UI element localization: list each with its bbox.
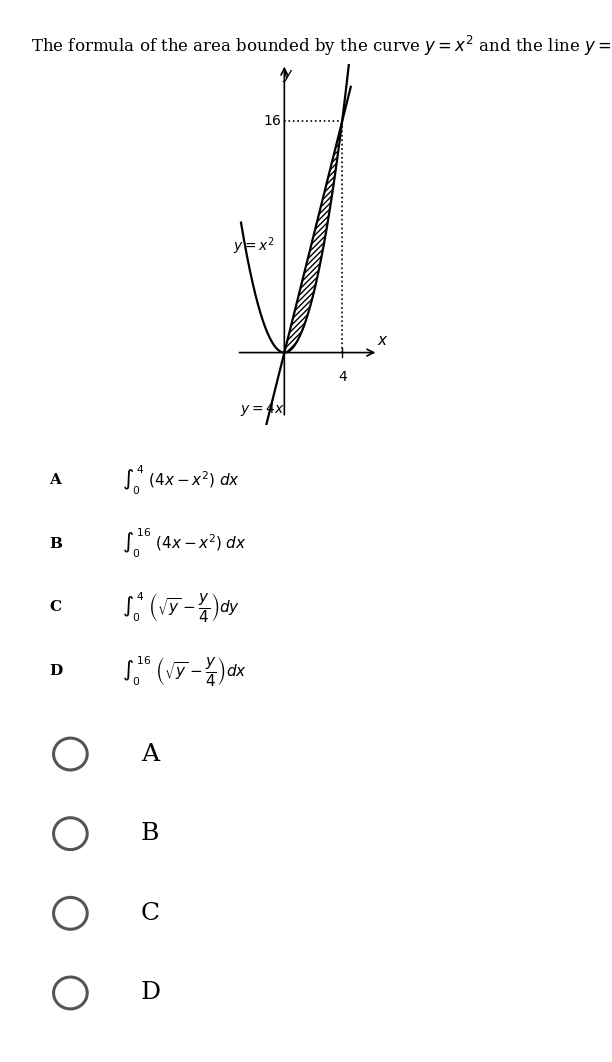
Text: A: A (49, 473, 61, 487)
Text: $x$: $x$ (377, 335, 389, 348)
Text: A: A (141, 742, 159, 766)
Text: $16$: $16$ (263, 115, 282, 129)
Text: B: B (141, 822, 159, 845)
Text: $\int_0^{\,16}$ $(4x-x^2)\;dx$: $\int_0^{\,16}$ $(4x-x^2)\;dx$ (122, 527, 247, 561)
Text: C: C (141, 902, 160, 925)
Text: $y = x^2$: $y = x^2$ (233, 236, 275, 257)
Text: The formula of the area bounded by the curve $y = x^2$ and the line $y = 4x$ is: The formula of the area bounded by the c… (31, 34, 612, 58)
Text: D: D (49, 664, 62, 679)
Text: C: C (49, 600, 61, 615)
Text: $y$: $y$ (282, 68, 294, 84)
Text: $y = 4x$: $y = 4x$ (241, 401, 285, 418)
Text: $\int_0^{\,4}$ $(4x-x^2)\;dx$: $\int_0^{\,4}$ $(4x-x^2)\;dx$ (122, 463, 241, 497)
Text: B: B (49, 536, 62, 551)
Text: $4$: $4$ (338, 370, 348, 384)
Text: $\int_0^{\,16}$ $\left(\sqrt{y}-\dfrac{y}{4}\right)dx$: $\int_0^{\,16}$ $\left(\sqrt{y}-\dfrac{y… (122, 654, 247, 688)
Text: $\int_0^{\,4}$ $\left(\sqrt{y}-\dfrac{y}{4}\right)dy$: $\int_0^{\,4}$ $\left(\sqrt{y}-\dfrac{y}… (122, 590, 241, 624)
Text: D: D (141, 981, 161, 1005)
